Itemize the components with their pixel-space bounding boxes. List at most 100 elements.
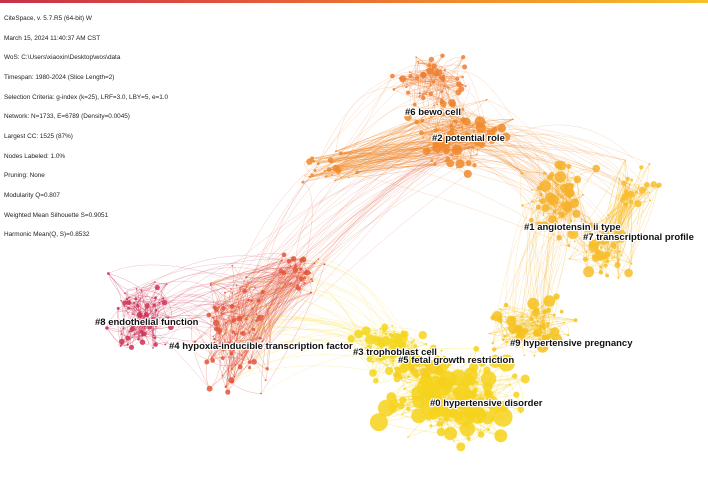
network-node (430, 344, 437, 352)
network-node (239, 287, 241, 289)
network-node (465, 160, 472, 166)
network-node (568, 183, 571, 186)
network-node (434, 136, 437, 138)
network-node (460, 125, 463, 128)
cluster-label-4[interactable]: #4 hypoxia-inducible transcription facto… (168, 340, 354, 353)
network-node (394, 349, 397, 352)
network-node (418, 380, 423, 385)
network-node (393, 330, 396, 333)
network-node (407, 348, 411, 352)
network-node (218, 332, 221, 336)
network-node (585, 250, 588, 253)
network-node (447, 362, 452, 367)
network-node (379, 327, 382, 330)
network-node (527, 297, 539, 310)
network-node (532, 329, 540, 337)
network-node (242, 288, 248, 294)
network-node (237, 364, 243, 370)
network-node (501, 132, 511, 142)
network-node (375, 359, 378, 361)
network-node (620, 254, 623, 256)
cluster-label-1[interactable]: #1 angiotensin ii type (523, 221, 622, 234)
network-node (240, 354, 243, 357)
network-node (443, 69, 447, 72)
network-node (354, 329, 363, 339)
network-node (456, 442, 466, 452)
network-node (499, 308, 502, 310)
network-node (430, 109, 436, 114)
cluster-label-7[interactable]: #7 transcriptional profile (582, 231, 695, 244)
network-node (521, 327, 529, 335)
network-node (147, 318, 153, 323)
network-node (531, 324, 534, 327)
network-node (543, 295, 556, 307)
network-node (256, 314, 263, 322)
network-node (137, 337, 140, 341)
network-node (210, 282, 212, 284)
cluster-label-3[interactable]: #3 trophoblast cell (352, 346, 438, 359)
network-node (310, 278, 313, 281)
network-node (512, 337, 515, 340)
network-node (230, 288, 232, 290)
network-node (324, 175, 328, 178)
cluster-label-6[interactable]: #6 bewo cell (404, 106, 462, 119)
info-line-largest-cc: Largest CC: 1525 (87%) (4, 132, 73, 140)
network-node (600, 246, 603, 249)
network-node (520, 411, 522, 414)
network-edges (106, 54, 660, 448)
network-node (389, 404, 398, 413)
network-node (231, 310, 233, 313)
network-node (255, 346, 259, 350)
network-nodes (105, 53, 662, 452)
info-line-network: Network: N=1733, E=6789 (Density=0.0045) (4, 113, 130, 121)
network-node (532, 309, 540, 317)
network-node (557, 212, 560, 215)
network-node (230, 341, 237, 348)
network-node (125, 297, 129, 301)
network-node (139, 339, 146, 346)
network-node (136, 323, 139, 326)
network-node (511, 373, 518, 379)
network-node (377, 399, 395, 417)
cluster-label-5[interactable]: #5 fetal growth restriction (397, 354, 516, 367)
network-node (462, 64, 468, 70)
network-node (485, 98, 488, 101)
network-node (585, 224, 588, 227)
network-node (449, 123, 453, 128)
network-node (428, 56, 435, 63)
network-node (136, 311, 143, 318)
cluster-label-9[interactable]: #9 hypertensive pregnancy (509, 337, 634, 350)
network-node (384, 366, 394, 376)
network-node (133, 301, 136, 305)
network-node (372, 377, 379, 384)
network-node (623, 202, 628, 207)
cluster-label-8[interactable]: #8 endothelial function (94, 316, 200, 329)
network-node (154, 309, 158, 312)
network-node (461, 55, 466, 60)
network-node (520, 172, 523, 175)
network-node (513, 342, 518, 346)
network-node (126, 343, 129, 346)
network-node (539, 221, 550, 232)
cluster-label-2[interactable]: #2 potential role (431, 132, 506, 145)
network-node (567, 193, 572, 199)
network-node (423, 374, 427, 377)
network-node (624, 159, 627, 162)
network-node (153, 319, 156, 322)
network-node (436, 427, 446, 437)
network-node (554, 181, 557, 184)
network-node (309, 291, 312, 294)
network-node (523, 354, 526, 357)
network-node (412, 374, 415, 377)
network-node (233, 375, 236, 378)
network-node (415, 362, 421, 368)
cluster-label-0[interactable]: #0 hypertensive disorder (429, 397, 544, 410)
network-node (588, 242, 599, 253)
network-node (309, 176, 312, 179)
network-node (425, 69, 428, 71)
network-node (490, 417, 494, 422)
network-node (334, 179, 337, 182)
network-node (420, 71, 427, 79)
network-node (120, 299, 123, 302)
